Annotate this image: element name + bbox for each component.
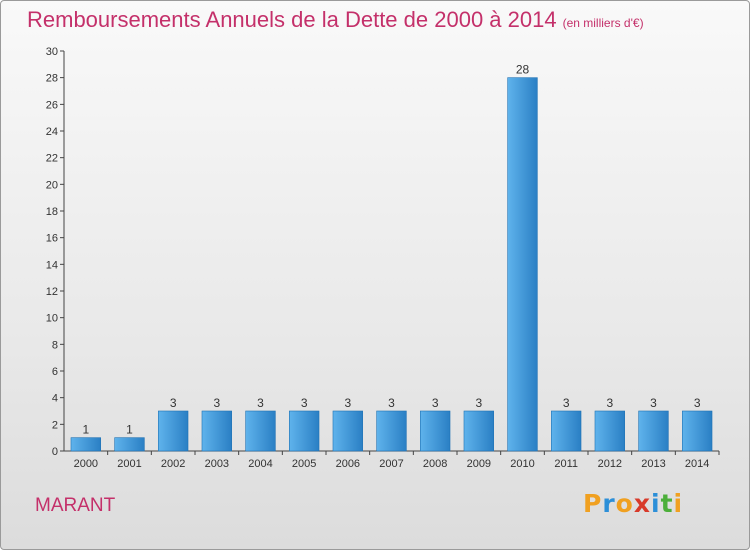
y-tick-label: 10	[46, 313, 58, 325]
y-tick-label: 28	[46, 73, 58, 85]
proxiti-logo: Proxiti	[583, 489, 683, 518]
bar-2004	[245, 410, 276, 452]
data-label-2010: 28	[516, 63, 530, 77]
x-tick-label-2008: 2008	[423, 458, 447, 470]
x-tick-label-2009: 2009	[467, 458, 491, 470]
bar-2001	[114, 437, 145, 452]
bar-2010	[507, 77, 538, 452]
x-tick-label-2013: 2013	[641, 458, 665, 470]
y-tick-label: 12	[46, 286, 58, 298]
x-tick-label-2010: 2010	[510, 458, 534, 470]
data-label-2008: 3	[432, 396, 439, 410]
data-label-2001: 1	[126, 423, 133, 437]
logo-letter: P	[583, 489, 603, 518]
data-label-2012: 3	[606, 396, 613, 410]
data-labels: 1 1 3 3 3 3 3 3 3 3 28 3 3 3 3	[82, 63, 700, 437]
bars	[70, 77, 713, 452]
bar-2006	[332, 410, 363, 452]
y-tick-label: 18	[46, 206, 58, 218]
y-tick-label: 8	[52, 339, 58, 351]
y-tick-label: 2	[52, 419, 58, 431]
data-label-2009: 3	[475, 396, 482, 410]
data-label-2007: 3	[388, 396, 395, 410]
title-unit: (en milliers d'€)	[562, 16, 644, 30]
logo-letter: x	[633, 489, 651, 518]
bar-2003	[201, 410, 232, 452]
bar-2012	[594, 410, 625, 452]
y-tick-label: 4	[52, 393, 58, 405]
bar-2007	[376, 410, 407, 452]
chart-title: Remboursements Annuels de la Dette de 20…	[27, 7, 644, 33]
logo-letter: i	[673, 489, 684, 518]
commune-name: MARANT	[35, 495, 116, 516]
bar-2002	[158, 410, 189, 452]
y-tick-label: 30	[46, 46, 58, 58]
y-tick-label: 24	[46, 126, 58, 138]
bar-2011	[551, 410, 582, 452]
data-label-2003: 3	[213, 396, 220, 410]
bar-2013	[638, 410, 669, 452]
y-tick-label: 14	[46, 259, 58, 271]
bar-2008	[420, 410, 451, 452]
x-tick-label-2000: 2000	[74, 458, 98, 470]
data-label-2005: 3	[301, 396, 308, 410]
x-tick-label-2014: 2014	[685, 458, 709, 470]
x-tick-label-2006: 2006	[336, 458, 360, 470]
data-label-2000: 1	[82, 423, 89, 437]
data-label-2004: 3	[257, 396, 264, 410]
x-tick-label-2005: 2005	[292, 458, 316, 470]
title-text: Remboursements Annuels de la Dette de 20…	[27, 7, 557, 32]
bar-2014	[682, 410, 713, 452]
y-tick-label: 16	[46, 233, 58, 245]
logo-letter: r	[602, 489, 616, 518]
x-tick-label-2012: 2012	[598, 458, 622, 470]
x-tick-label-2011: 2011	[554, 458, 578, 470]
logo-letter: o	[615, 489, 634, 518]
data-label-2014: 3	[694, 396, 701, 410]
data-label-2011: 3	[563, 396, 570, 410]
data-label-2013: 3	[650, 396, 657, 410]
x-tick-label-2003: 2003	[205, 458, 229, 470]
y-tick-label: 0	[52, 446, 58, 458]
data-label-2006: 3	[344, 396, 351, 410]
x-tick-label-2004: 2004	[248, 458, 272, 470]
x-tick-label-2001: 2001	[117, 458, 141, 470]
bar-2005	[289, 410, 320, 452]
logo-letter: t	[660, 489, 674, 518]
logo-letter: i	[651, 489, 661, 518]
data-label-2002: 3	[170, 396, 177, 410]
y-tick-label: 26	[46, 99, 58, 111]
y-tick-label: 20	[46, 179, 58, 191]
y-tick-label: 6	[52, 366, 58, 378]
x-tick-label-2007: 2007	[379, 458, 403, 470]
x-tick-label-2002: 2002	[161, 458, 185, 470]
bar-2000	[70, 437, 101, 452]
y-tick-label: 22	[46, 153, 58, 165]
bar-2009	[463, 410, 494, 452]
